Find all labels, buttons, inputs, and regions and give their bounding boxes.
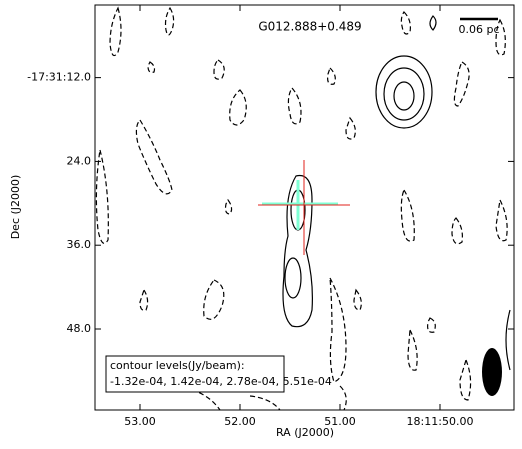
y-tick-label: 48.0 <box>67 322 92 335</box>
y-tick-label: 24.0 <box>67 154 92 167</box>
plot-frame <box>94 4 515 411</box>
x-tick-label: 51.00 <box>324 415 356 428</box>
x-axis-label: RA (J2000) <box>276 426 334 439</box>
x-tick-label: 52.00 <box>224 415 256 428</box>
y-tick-label: 36.0 <box>67 238 92 251</box>
legend-box <box>105 355 285 393</box>
legend-levels: -1.32e-04, 1.42e-04, 2.78e-04, 5.51e-04 <box>110 375 332 388</box>
y-axis-label: Dec (J2000) <box>9 175 22 240</box>
legend-title: contour levels(Jy/beam): <box>110 359 245 372</box>
chart-title: G012.888+0.489 <box>258 20 361 34</box>
x-tick-label: 53.00 <box>124 415 156 428</box>
sources <box>258 160 350 255</box>
contours <box>95 6 511 411</box>
beam <box>482 348 502 396</box>
x-tick-label: 18:11:50.00 <box>407 415 474 428</box>
y-tick-label: -17:31:12.0 <box>27 71 91 84</box>
scale-bar-label: 0.06 pc <box>458 23 499 36</box>
